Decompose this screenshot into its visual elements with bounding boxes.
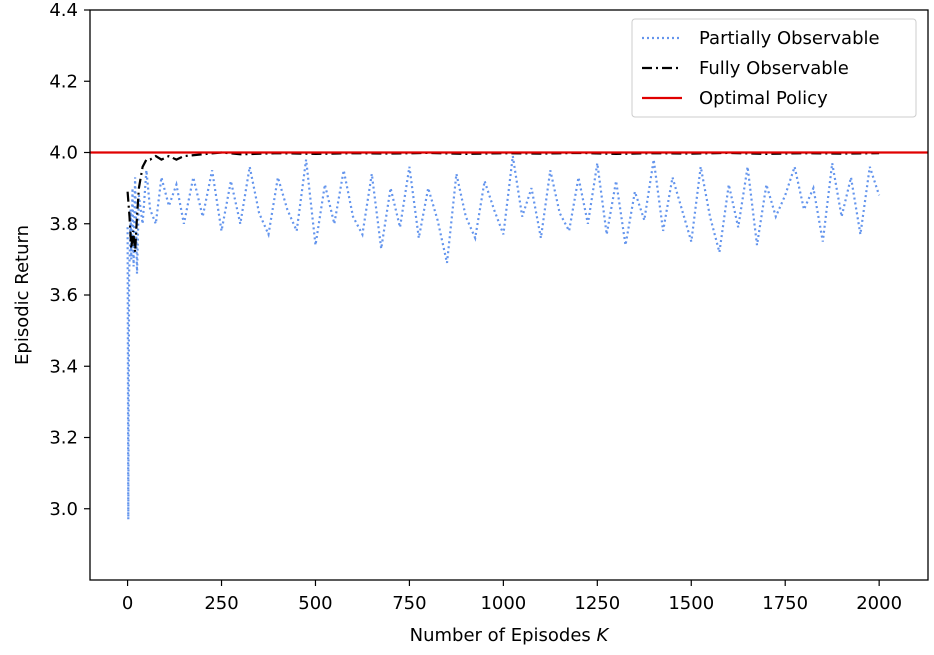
- y-tick-label: 4.4: [49, 0, 78, 21]
- y-tick-label: 4.0: [49, 143, 78, 164]
- y-tick-label: 3.0: [49, 499, 78, 520]
- x-tick-label: 1250: [574, 593, 620, 614]
- y-tick-label: 3.2: [49, 428, 78, 449]
- legend-label: Fully Observable: [699, 58, 849, 79]
- legend: Partially Observable Fully Observable Opti…: [631, 18, 917, 118]
- x-axis-label: Number of Episodes K: [410, 625, 610, 646]
- x-tick-label: 1000: [480, 593, 526, 614]
- x-tick-label: 2000: [856, 593, 902, 614]
- legend-items: Partially Observable Fully Observable Opti…: [642, 28, 880, 109]
- legend-label: Partially Observable: [699, 28, 880, 49]
- x-tick-label: 750: [392, 593, 426, 614]
- x-tick-label: 1500: [668, 593, 714, 614]
- fully-observable-line: [126, 151, 880, 253]
- y-axis: 3.0 3.2 3.4 3.6 3.8 4.0 4.2 4.4: [49, 0, 90, 520]
- x-tick-label: 1750: [762, 593, 808, 614]
- y-axis-label: Episodic Return: [12, 225, 33, 365]
- y-tick-label: 4.2: [49, 71, 78, 92]
- partially-observable-line: [126, 155, 881, 520]
- x-axis: 0 250 500 750 1000 1250 1500 1750 2000: [122, 580, 902, 614]
- plot-lines: [90, 151, 928, 520]
- y-tick-label: 3.8: [49, 214, 78, 235]
- legend-box: [631, 18, 917, 118]
- x-tick-label: 500: [298, 593, 332, 614]
- x-tick-label: 0: [122, 593, 133, 614]
- y-tick-label: 3.4: [49, 356, 78, 377]
- legend-label: Optimal Policy: [699, 88, 828, 109]
- x-tick-label: 250: [204, 593, 238, 614]
- y-tick-label: 3.6: [49, 285, 78, 306]
